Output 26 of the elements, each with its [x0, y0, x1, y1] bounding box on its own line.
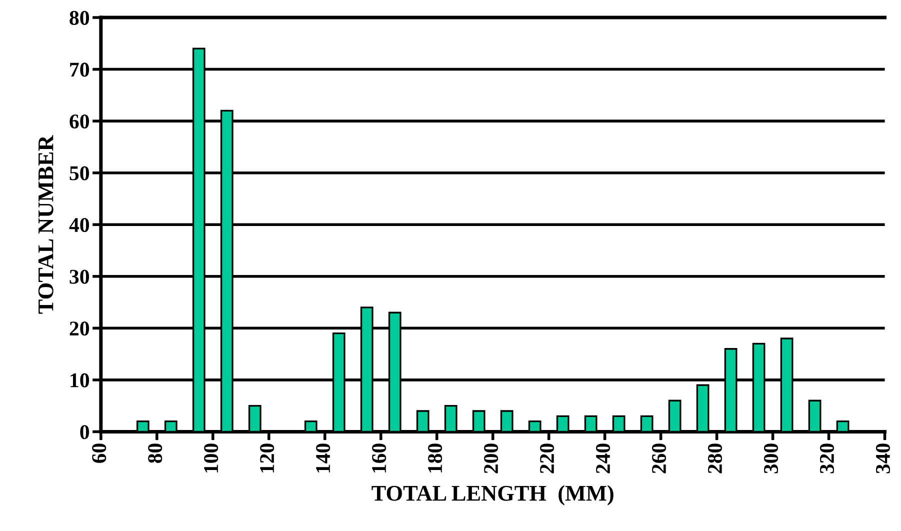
y-tick-label: 40	[69, 218, 90, 232]
x-tick-label: 220	[540, 444, 554, 474]
x-tick-label: 320	[820, 444, 834, 474]
y-tick-label: 60	[70, 114, 90, 128]
x-axis-title: TOTAL LENGTH (MM)	[372, 485, 614, 506]
y-tick-label: 70	[70, 62, 90, 77]
x-tick-label: 280	[708, 444, 722, 474]
y-tick-label: 50	[70, 166, 90, 180]
y-tick-label: 30	[70, 270, 90, 284]
x-tick-label: 80	[148, 444, 162, 463]
x-tick-label: 340	[876, 444, 890, 474]
y-tick-label: 0	[80, 425, 90, 440]
x-tick-label: 160	[372, 444, 386, 472]
y-tick-label: 20	[70, 322, 90, 336]
x-tick-label: 200	[484, 444, 498, 474]
x-tick-label: 260	[652, 444, 666, 474]
x-tick-label: 300	[764, 444, 778, 474]
x-tick-label: 180	[428, 444, 442, 472]
x-tick-label: 140	[316, 444, 330, 472]
x-tick-label: 60	[92, 444, 106, 463]
x-tick-label: 240	[596, 444, 610, 474]
x-tick-label: 120	[260, 444, 274, 472]
y-tick-label: 80	[70, 10, 90, 25]
x-tick-label: 100	[204, 444, 218, 472]
y-tick-label: 10	[70, 373, 90, 388]
y-axis-title: TOTAL NUMBER	[38, 134, 54, 314]
